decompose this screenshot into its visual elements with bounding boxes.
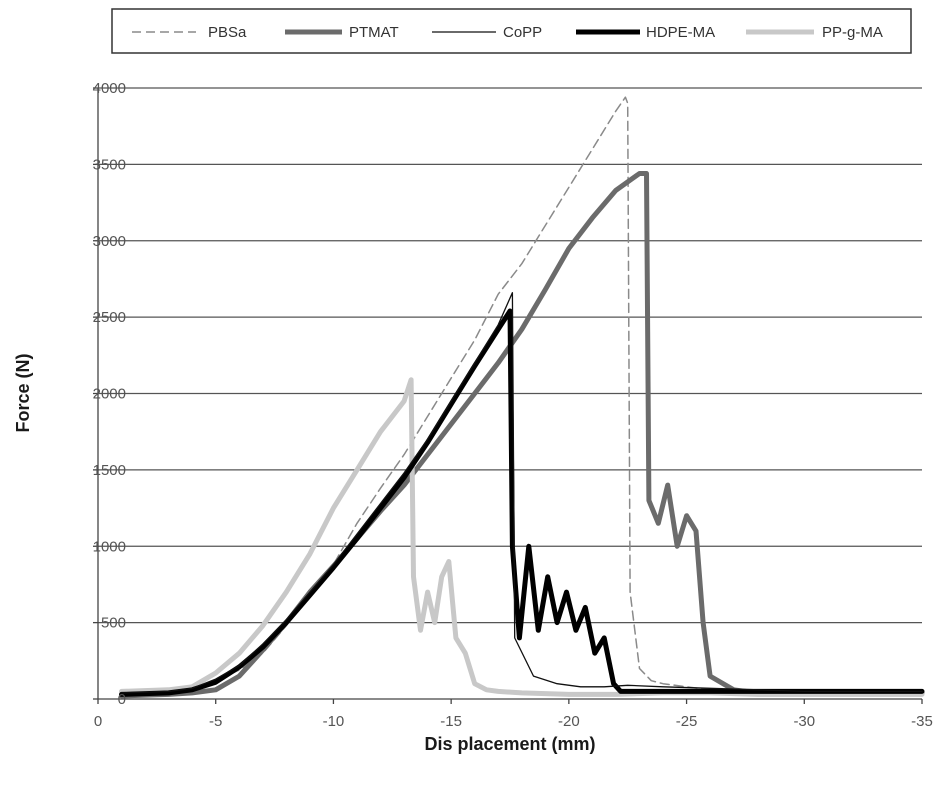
y-tick-label-1000: 1000	[93, 538, 126, 555]
y-tick-label-0: 0	[118, 691, 126, 708]
y-tick-label-500: 500	[101, 615, 126, 632]
y-tick-label-3000: 3000	[93, 233, 126, 250]
axes	[93, 87, 923, 704]
y-tick-label-2500: 2500	[93, 309, 126, 326]
series-layer	[119, 96, 925, 699]
y-tick-label-2000: 2000	[93, 386, 126, 403]
series-line-hdpe-ma	[119, 308, 925, 697]
legend-label-hdpe-ma: HDPE-MA	[646, 24, 715, 41]
legend-label-ptmat: PTMAT	[349, 24, 399, 41]
x-tick-label-25: -25	[676, 713, 698, 730]
x-tick-label-35: -35	[911, 713, 933, 730]
x-tick-label-10: -10	[323, 713, 345, 730]
x-tick-label-15: -15	[440, 713, 462, 730]
legend: PBSa PTMAT CoPP HDPE-MA PP-g-MA	[111, 8, 912, 54]
x-axis-title: Dis placement (mm)	[424, 734, 595, 754]
legend-label-copp: CoPP	[503, 24, 542, 41]
x-tick-label-30: -30	[793, 713, 815, 730]
y-axis-title: Force (N)	[13, 353, 33, 432]
x-tick-label-20: -20	[558, 713, 580, 730]
y-tick-label-4000: 4000	[93, 80, 126, 97]
legend-label-pbsa: PBSa	[208, 24, 247, 41]
y-tick-label-1500: 1500	[93, 462, 126, 479]
x-tick-label-0: 0	[94, 713, 102, 730]
legend-label-pp-g-ma: PP-g-MA	[822, 24, 883, 41]
tick-labels: 0 500 1000 1500 2000 2500 3000 3500 4000 0 -5 -10 -1…	[93, 80, 933, 730]
y-tick-label-3500: 3500	[93, 156, 126, 173]
series-line-copp	[120, 292, 923, 694]
x-tick-label-5: -5	[209, 713, 222, 730]
